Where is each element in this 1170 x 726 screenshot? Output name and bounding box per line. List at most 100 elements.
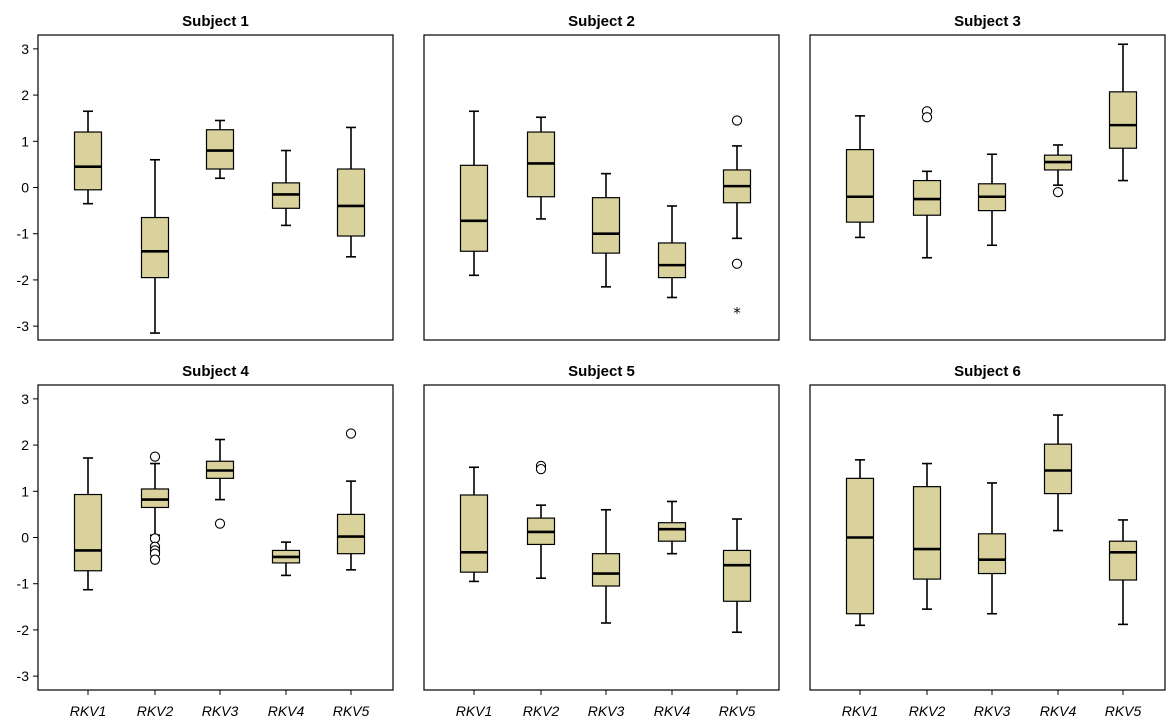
iqr-box [977,533,1007,575]
panel-1: Subject 1 -3 -2 -1 0 1 2 3 [17,13,394,341]
box-rkv2 [526,460,556,579]
panel-title: Subject 6 [954,363,1021,380]
box-rkv1 [459,466,489,583]
y-tick-label: -3 [17,668,30,684]
x-tick-label: RKV1 [456,703,493,719]
outlier-point [921,112,933,123]
iqr-box [140,216,170,279]
y-tick-label: -2 [17,272,30,288]
outlier-point [149,451,161,462]
box-rkv5 [1108,519,1138,626]
iqr-box [591,197,621,254]
iqr-box [73,493,103,572]
iqr-box [912,486,942,580]
extreme-point: * [733,304,741,322]
box-rkv3 [205,119,235,180]
x-tick-label: RKV3 [202,703,239,719]
y-tick-label: -2 [17,622,30,638]
x-tick-label: RKV5 [1105,703,1142,719]
iqr-box [140,488,170,509]
y-tick-label: 3 [21,41,29,57]
box-rkv5: * [722,115,752,322]
x-tick-label: RKV5 [719,703,756,719]
iqr-box [1108,91,1138,149]
outlier-point [731,258,743,269]
y-tick-label: 2 [21,87,29,103]
box-rkv2 [140,158,170,334]
outlier-point [731,115,743,126]
box-rkv1 [73,457,103,591]
panel-4: Subject 4 -3 -2 -1 0 1 2 3 RKV1 RKV2 RKV3 RKV4 RKV5 [17,363,394,719]
y-tick-label: -3 [17,318,30,334]
box-rkv3 [205,438,235,529]
panel-title: Subject 4 [182,363,249,380]
panel-3: Subject 3 [809,13,1166,341]
y-tick-label: 0 [21,180,29,196]
x-tick-label: RKV1 [70,703,107,719]
box-rkv2 [526,116,556,220]
iqr-box [73,131,103,191]
box-rkv4 [1043,144,1073,198]
panel-title: Subject 5 [568,363,635,380]
panel-title: Subject 2 [568,13,635,30]
y-tick-label: -1 [17,576,30,592]
outlier-point [149,554,161,565]
box-rkv1 [845,459,875,627]
panel-5: Subject 5 RKV1 RKV2 RKV3 RKV4 RKV5 [423,363,780,719]
box-rkv4 [657,205,687,299]
x-tick-label: RKV4 [654,703,691,719]
x-tick-label: RKV4 [1040,703,1077,719]
iqr-box [459,494,489,573]
y-tick-label: 1 [21,483,29,499]
x-tick-label: RKV4 [268,703,305,719]
y-tick-label: -1 [17,226,30,242]
box-rkv2 [912,106,942,259]
box-rkv5 [336,428,366,571]
box-rkv5 [1108,43,1138,182]
iqr-box [1043,443,1073,495]
y-tick-label: 2 [21,437,29,453]
x-tick-label: RKV3 [974,703,1011,719]
x-tick-label: RKV1 [842,703,879,719]
panel-2: Subject 2 * [423,13,780,341]
iqr-box [336,513,366,555]
x-tick-label: RKV5 [333,703,370,719]
box-rkv1 [459,110,489,277]
iqr-box [845,149,875,223]
iqr-box [1108,540,1138,581]
box-rkv3 [591,172,621,288]
outlier-point [345,428,357,439]
box-rkv2 [140,451,170,565]
y-tick-label: 1 [21,133,29,149]
y-tick-label: 0 [21,530,29,546]
panel-title: Subject 3 [954,13,1021,30]
box-rkv5 [722,518,752,634]
y-tick-label: 3 [21,391,29,407]
box-rkv4 [657,500,687,555]
box-rkv4 [1043,414,1073,532]
iqr-box [722,549,752,602]
x-tick-label: RKV2 [137,703,174,719]
x-tick-label: RKV3 [588,703,625,719]
box-rkv5 [336,126,366,258]
box-rkv1 [73,110,103,205]
box-rkv2 [912,462,942,610]
iqr-box [459,164,489,252]
x-tick-label: RKV2 [523,703,560,719]
box-rkv3 [977,153,1007,247]
outlier-point [214,518,226,529]
panel-title: Subject 1 [182,13,249,30]
box-rkv1 [845,115,875,239]
box-rkv3 [591,508,621,624]
outlier-point [1052,186,1064,198]
iqr-box [657,522,687,542]
iqr-box [845,477,875,615]
iqr-box [657,242,687,279]
box-rkv4 [271,149,301,227]
x-tick-label: RKV2 [909,703,946,719]
outlier-point [535,463,547,475]
box-rkv4 [271,541,301,577]
box-rkv3 [977,482,1007,615]
